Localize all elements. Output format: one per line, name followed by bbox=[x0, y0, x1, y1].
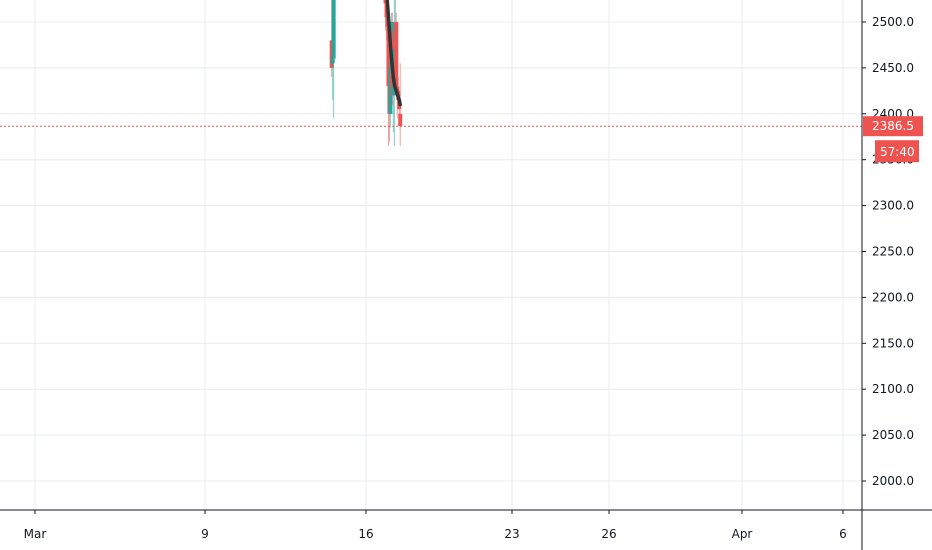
price-tick-label: 2250.0 bbox=[872, 245, 914, 259]
current-price-label: 2386.5 bbox=[872, 119, 914, 133]
time-tick-label: Apr bbox=[732, 527, 753, 541]
candle-body bbox=[394, 22, 399, 87]
countdown-label: 57:40 bbox=[880, 145, 915, 159]
countdown-tag: 57:40 bbox=[875, 140, 919, 163]
countdown-tag-bg bbox=[875, 140, 919, 163]
time-tick-label: Mar bbox=[24, 527, 47, 541]
time-tick-label: 9 bbox=[201, 527, 209, 541]
candle-body bbox=[383, 0, 388, 4]
candle-body bbox=[330, 58, 335, 64]
price-tick-label: 2200.0 bbox=[872, 290, 914, 304]
price-scale[interactable]: 2000.0 2050.0 2100.0 2150.0 2200.0 2250.0 2300… bbox=[862, 15, 914, 488]
candle-body bbox=[386, 22, 391, 87]
time-scale[interactable]: Mar 9 16 23 26 Apr 6 bbox=[24, 510, 847, 541]
time-tick-label: 26 bbox=[601, 527, 616, 541]
candle[interactable] bbox=[333, 0, 337, 50]
moving-average-line bbox=[385, 0, 402, 107]
candle-body bbox=[398, 113, 403, 127]
price-tick-label: 2500.0 bbox=[872, 15, 914, 29]
time-tick-label: 16 bbox=[358, 527, 373, 541]
chart-grid bbox=[0, 0, 862, 510]
price-tick-label: 2300.0 bbox=[872, 199, 914, 213]
price-tick-label: 2450.0 bbox=[872, 61, 914, 75]
time-tick-label: 23 bbox=[504, 527, 519, 541]
current-price-tag-bg bbox=[863, 116, 923, 137]
candle[interactable] bbox=[394, 12, 399, 96]
candle-body bbox=[391, 86, 396, 96]
candle[interactable] bbox=[331, 0, 336, 119]
moving-average-series bbox=[385, 0, 402, 107]
price-tick-label: 2000.0 bbox=[872, 474, 914, 488]
price-tick-label: 2100.0 bbox=[872, 382, 914, 396]
current-price-tag: 2386.5 bbox=[863, 116, 923, 137]
price-tick-label: 2150.0 bbox=[872, 336, 914, 350]
candle-body bbox=[331, 0, 336, 59]
price-tick-label: 2050.0 bbox=[872, 428, 914, 442]
time-tick-label: 6 bbox=[839, 527, 847, 541]
